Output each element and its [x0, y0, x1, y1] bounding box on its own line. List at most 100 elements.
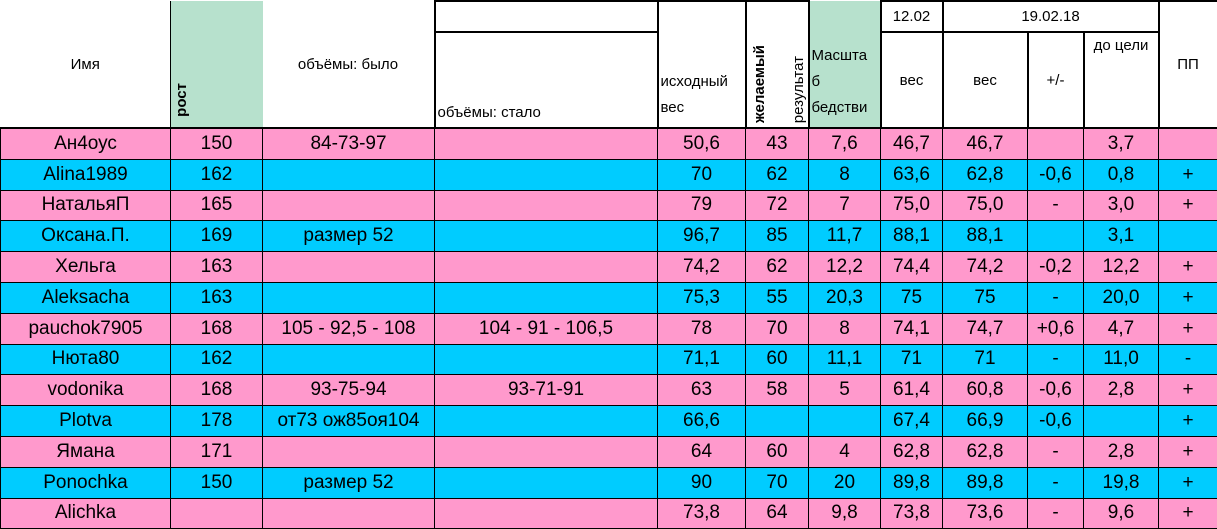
- cell-initial-weight[interactable]: 78: [658, 313, 746, 344]
- header-volumes-before[interactable]: объёмы: было: [263, 1, 435, 128]
- cell-pp[interactable]: +: [1159, 282, 1217, 313]
- cell-diff[interactable]: -0,6: [1028, 406, 1084, 437]
- cell-scale[interactable]: 7,6: [809, 128, 881, 159]
- cell-name[interactable]: Alina1989: [1, 159, 171, 190]
- cell-diff[interactable]: [1028, 128, 1084, 159]
- cell-diff[interactable]: -0,6: [1028, 375, 1084, 406]
- cell-desired[interactable]: 85: [746, 221, 809, 252]
- cell-initial-weight[interactable]: 64: [658, 436, 746, 467]
- cell-name[interactable]: vodonika: [1, 375, 171, 406]
- cell-pp[interactable]: [1159, 128, 1217, 159]
- cell-name[interactable]: Ан4оус: [1, 128, 171, 159]
- cell-volumes-before[interactable]: [263, 436, 435, 467]
- cell-volumes-before[interactable]: [263, 282, 435, 313]
- header-diff[interactable]: +/-: [1028, 32, 1084, 128]
- cell-scale[interactable]: 4: [809, 436, 881, 467]
- cell-volumes-before[interactable]: от73 ож85оя104: [263, 406, 435, 437]
- cell-initial-weight[interactable]: 79: [658, 190, 746, 221]
- cell-diff[interactable]: -: [1028, 282, 1084, 313]
- cell-weight-1[interactable]: 75,0: [881, 190, 943, 221]
- cell-scale[interactable]: 9,8: [809, 498, 881, 529]
- cell-name[interactable]: Plotva: [1, 406, 171, 437]
- cell-pp[interactable]: +: [1159, 498, 1217, 529]
- cell-weight-2[interactable]: 88,1: [943, 221, 1028, 252]
- cell-scale[interactable]: 11,7: [809, 221, 881, 252]
- cell-weight-1[interactable]: 71: [881, 344, 943, 375]
- cell-pp[interactable]: +: [1159, 190, 1217, 221]
- cell-diff[interactable]: -: [1028, 467, 1084, 498]
- cell-scale[interactable]: 20: [809, 467, 881, 498]
- cell-diff[interactable]: -: [1028, 190, 1084, 221]
- cell-weight-1[interactable]: 74,1: [881, 313, 943, 344]
- cell-pp[interactable]: +: [1159, 436, 1217, 467]
- cell-initial-weight[interactable]: 63: [658, 375, 746, 406]
- cell-name[interactable]: Ponochka: [1, 467, 171, 498]
- cell-name[interactable]: pauchok7905: [1, 313, 171, 344]
- cell-height[interactable]: [171, 498, 263, 529]
- cell-weight-2[interactable]: 46,7: [943, 128, 1028, 159]
- cell-volumes-after[interactable]: [435, 252, 658, 283]
- cell-desired[interactable]: 62: [746, 159, 809, 190]
- cell-initial-weight[interactable]: 90: [658, 467, 746, 498]
- cell-weight-1[interactable]: 62,8: [881, 436, 943, 467]
- cell-height[interactable]: 150: [171, 128, 263, 159]
- cell-desired[interactable]: 72: [746, 190, 809, 221]
- cell-volumes-before[interactable]: размер 52: [263, 467, 435, 498]
- cell-weight-1[interactable]: 46,7: [881, 128, 943, 159]
- cell-scale[interactable]: 20,3: [809, 282, 881, 313]
- cell-volumes-after[interactable]: 93-71-91: [435, 375, 658, 406]
- cell-weight-2[interactable]: 73,6: [943, 498, 1028, 529]
- cell-weight-2[interactable]: 71: [943, 344, 1028, 375]
- cell-weight-1[interactable]: 75: [881, 282, 943, 313]
- header-volumes-after[interactable]: объёмы: стало: [435, 32, 658, 128]
- cell-to-goal[interactable]: 3,7: [1084, 128, 1159, 159]
- cell-height[interactable]: 162: [171, 344, 263, 375]
- cell-volumes-after[interactable]: [435, 282, 658, 313]
- cell-weight-1[interactable]: 61,4: [881, 375, 943, 406]
- cell-diff[interactable]: -: [1028, 344, 1084, 375]
- cell-weight-2[interactable]: 66,9: [943, 406, 1028, 437]
- cell-volumes-before[interactable]: [263, 190, 435, 221]
- cell-name[interactable]: Оксана.П.: [1, 221, 171, 252]
- header-weight-2[interactable]: вес: [943, 32, 1028, 128]
- cell-initial-weight[interactable]: 70: [658, 159, 746, 190]
- header-height[interactable]: рост: [171, 1, 263, 128]
- header-name[interactable]: Имя: [1, 1, 171, 128]
- cell-volumes-after[interactable]: [435, 344, 658, 375]
- cell-pp[interactable]: [1159, 221, 1217, 252]
- cell-initial-weight[interactable]: 50,6: [658, 128, 746, 159]
- cell-weight-2[interactable]: 62,8: [943, 436, 1028, 467]
- cell-height[interactable]: 163: [171, 282, 263, 313]
- cell-height[interactable]: 162: [171, 159, 263, 190]
- cell-weight-1[interactable]: 88,1: [881, 221, 943, 252]
- cell-volumes-after[interactable]: 104 - 91 - 106,5: [435, 313, 658, 344]
- cell-height[interactable]: 163: [171, 252, 263, 283]
- cell-name[interactable]: Хельга: [1, 252, 171, 283]
- cell-to-goal[interactable]: 20,0: [1084, 282, 1159, 313]
- cell-volumes-after[interactable]: [435, 190, 658, 221]
- cell-height[interactable]: 169: [171, 221, 263, 252]
- cell-diff[interactable]: -: [1028, 436, 1084, 467]
- cell-initial-weight[interactable]: 71,1: [658, 344, 746, 375]
- cell-scale[interactable]: 8: [809, 313, 881, 344]
- cell-weight-2[interactable]: 89,8: [943, 467, 1028, 498]
- cell-weight-2[interactable]: 62,8: [943, 159, 1028, 190]
- cell-height[interactable]: 150: [171, 467, 263, 498]
- cell-weight-1[interactable]: 74,4: [881, 252, 943, 283]
- cell-volumes-after[interactable]: [435, 128, 658, 159]
- cell-pp[interactable]: +: [1159, 406, 1217, 437]
- cell-name[interactable]: Alichka: [1, 498, 171, 529]
- cell-scale[interactable]: 11,1: [809, 344, 881, 375]
- cell-scale[interactable]: 8: [809, 159, 881, 190]
- cell-scale[interactable]: 5: [809, 375, 881, 406]
- cell-desired[interactable]: 58: [746, 375, 809, 406]
- cell-name[interactable]: Нюта80: [1, 344, 171, 375]
- cell-weight-2[interactable]: 60,8: [943, 375, 1028, 406]
- cell-height[interactable]: 171: [171, 436, 263, 467]
- cell-to-goal[interactable]: 0,8: [1084, 159, 1159, 190]
- cell-pp[interactable]: +: [1159, 252, 1217, 283]
- cell-name[interactable]: НатальяП: [1, 190, 171, 221]
- cell-height[interactable]: 168: [171, 375, 263, 406]
